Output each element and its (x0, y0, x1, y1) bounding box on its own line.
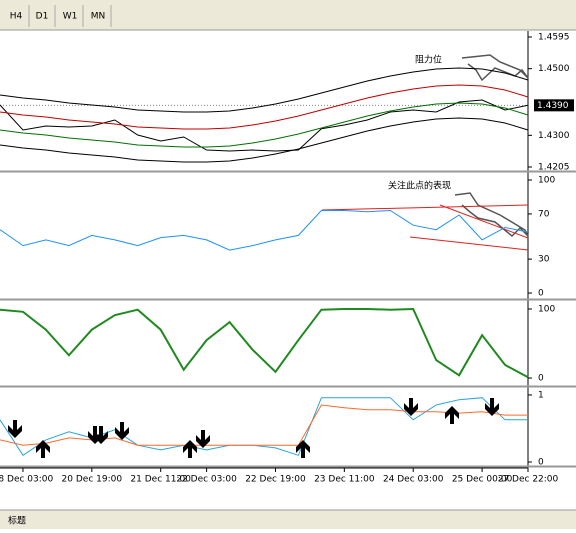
status-text: 标题 (8, 515, 26, 527)
y-tick-label: 1.4595 (538, 33, 570, 43)
x-tick-label: 22 Dec 03:00 (176, 475, 237, 485)
y-tick-label: 1.4300 (538, 131, 570, 141)
series-line (0, 99, 529, 152)
y-tick-label: 1.4205 (538, 163, 570, 173)
timeframe-tab[interactable]: H4 (10, 12, 23, 22)
x-tick-label: 20 Dec 19:00 (62, 475, 123, 485)
y-tick-label: 100 (538, 176, 555, 186)
current-price-box (534, 99, 574, 112)
signal-arrow (94, 426, 108, 444)
current-price-label: 1.4390 (537, 101, 569, 111)
signal-arrow (296, 440, 310, 458)
hand-arrow (454, 192, 529, 238)
signal-arrow (445, 406, 459, 424)
timeframe-tab[interactable]: W1 (63, 12, 78, 22)
tab-bar (0, 0, 576, 30)
timeframe-tab[interactable]: MN (91, 12, 106, 22)
x-tick-label: 25 Dec 00:00 (452, 475, 513, 485)
x-tick-label: 22 Dec 19:00 (245, 475, 306, 485)
trend-line (439, 204, 529, 239)
y-tick-label: 70 (538, 209, 550, 219)
hand-arrows (454, 54, 529, 238)
annotation: 阻力位 (415, 54, 442, 66)
x-tick-label: 18 Dec 03:00 (0, 475, 53, 485)
series-line (0, 102, 529, 148)
series-line (0, 84, 529, 130)
trend-line (321, 204, 529, 211)
hand-arrow (461, 54, 529, 82)
series-line (0, 397, 528, 456)
y-tick-label: 1.4500 (538, 64, 570, 74)
y-tick-label: 0 (538, 289, 544, 299)
signal-arrow (183, 440, 197, 458)
y-tick-label: 100 (538, 305, 555, 315)
y-tick-label: 1 (538, 390, 544, 400)
y-tick-label: 0 (538, 457, 544, 467)
series-line (0, 307, 529, 379)
series-line (0, 404, 528, 446)
x-tick-label: 27 Dec 22:00 (498, 475, 559, 485)
series-line (0, 67, 529, 113)
status-bar (0, 510, 576, 529)
annotation: 关注此点的表现 (388, 180, 451, 192)
y-tick-label: 30 (538, 255, 550, 265)
signal-arrow (36, 440, 50, 458)
signal-arrow (404, 398, 418, 416)
x-tick-label: 23 Dec 11:00 (314, 475, 375, 485)
signal-arrow (8, 420, 22, 438)
signal-arrow (115, 422, 129, 440)
timeframe-tab[interactable]: D1 (36, 12, 49, 22)
y-tick-label: 0 (538, 374, 544, 384)
series-line (0, 117, 529, 163)
series-line (0, 209, 529, 251)
signal-arrow (485, 398, 499, 416)
x-tick-label: 21 Dec 11:00 (130, 475, 191, 485)
trend-line (409, 236, 529, 251)
signal-arrow (196, 430, 210, 448)
x-tick-label: 24 Dec 03:00 (383, 475, 444, 485)
